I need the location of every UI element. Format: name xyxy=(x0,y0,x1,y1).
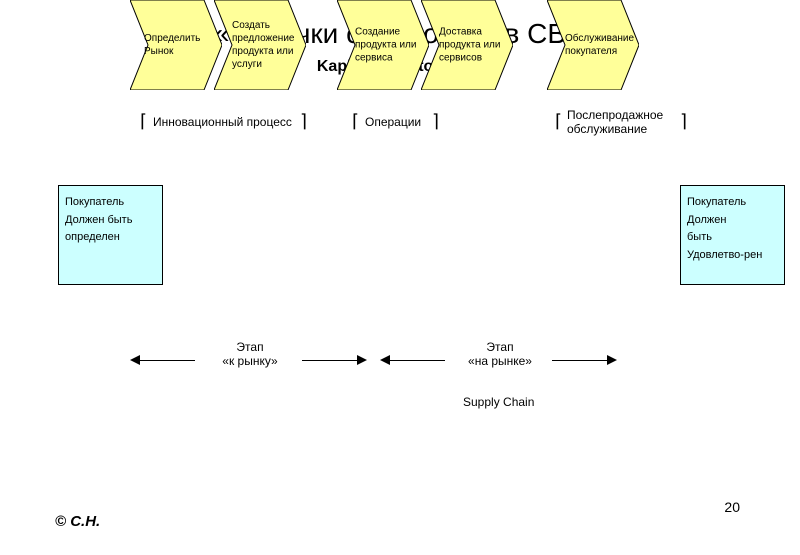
stage-to-market-label: Этап «к рынку» xyxy=(200,340,300,368)
arrow-line xyxy=(140,360,195,361)
chevron-define-market: Определить Рынок xyxy=(130,0,222,90)
chevron-label: Создать предложение продукта или услуги xyxy=(214,19,306,71)
chevron-create-offer: Создать предложение продукта или услуги xyxy=(214,0,306,90)
bracket-icon: ⌈ xyxy=(352,114,359,128)
bracket-icon: ⌈ xyxy=(555,114,562,128)
arrow-right-icon xyxy=(607,355,617,365)
box-text-line: Должен быть xyxy=(65,212,156,230)
chevron-delivery: Доставка продукта или сервисов xyxy=(421,0,513,90)
arrow-left-icon xyxy=(130,355,140,365)
bracket-operations-label: Операции xyxy=(365,115,421,129)
chevron-label: Создание продукта или сервиса xyxy=(337,26,429,65)
page-number: 20 xyxy=(724,499,740,515)
stage-on-market-label: Этап «на рынке» xyxy=(450,340,550,368)
chevron-service: Обслуживание покупателя xyxy=(547,0,639,90)
chevron-label: Обслуживание покупателя xyxy=(547,32,639,58)
bracket-icon: ⌉ xyxy=(680,114,687,128)
bracket-icon: ⌈ xyxy=(140,114,147,128)
box-text-line: Покупатель xyxy=(687,194,778,212)
arrow-left-icon xyxy=(380,355,390,365)
slide: «Цепочки стоимости» в СВП Kaplan & Norto… xyxy=(0,0,800,555)
buyer-satisfied-box: Покупатель Должен быть Удовлетво-рен xyxy=(680,185,785,285)
supply-chain-label: Supply Chain xyxy=(463,395,534,409)
arrow-line xyxy=(552,360,607,361)
arrow-line xyxy=(302,360,357,361)
box-text-line: Покупатель xyxy=(65,194,156,212)
bracket-icon: ⌉ xyxy=(300,114,307,128)
bracket-icon: ⌉ xyxy=(432,114,439,128)
arrow-line xyxy=(390,360,445,361)
box-text-line: Должен xyxy=(687,212,778,230)
copyright: © С.Н. xyxy=(55,513,100,530)
buyer-defined-box: Покупатель Должен быть определен xyxy=(58,185,163,285)
box-text-line: определен xyxy=(65,229,156,247)
chevron-label: Определить Рынок xyxy=(130,32,222,58)
box-text-line: быть xyxy=(687,229,778,247)
chevron-label: Доставка продукта или сервисов xyxy=(421,26,513,65)
arrow-right-icon xyxy=(357,355,367,365)
bracket-innovation-label: Инновационный процесс xyxy=(153,115,292,129)
bracket-service-label: Послепродажное обслуживание xyxy=(567,108,677,136)
chevron-create-product: Создание продукта или сервиса xyxy=(337,0,429,90)
box-text-line: Удовлетво-рен xyxy=(687,247,778,265)
